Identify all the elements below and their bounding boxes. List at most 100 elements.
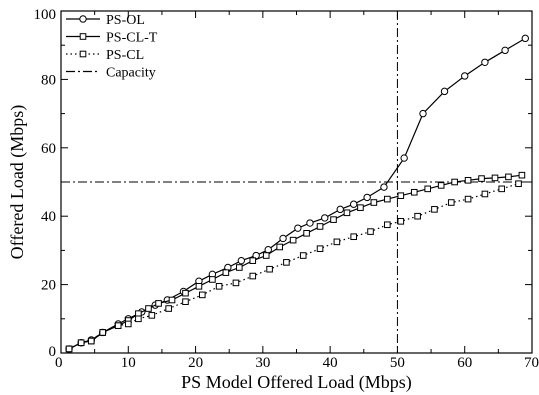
- data-point: [215, 283, 223, 290]
- data-point: [316, 223, 324, 230]
- data-point: [481, 190, 489, 198]
- data-point: [357, 204, 364, 211]
- data-point: [65, 345, 73, 353]
- data-point: [321, 214, 329, 222]
- data-point: [195, 283, 203, 290]
- data-point: [283, 259, 290, 266]
- data-point: [155, 300, 162, 307]
- data-point: [232, 279, 240, 287]
- data-point: [182, 298, 189, 305]
- data-point: [264, 246, 272, 254]
- legend-item-ps-ol: PS-OL: [66, 13, 145, 28]
- data-point: [515, 180, 522, 188]
- data-point: [182, 289, 189, 297]
- x-tick-label: 20: [188, 355, 203, 371]
- data-point: [333, 238, 341, 246]
- data-point: [114, 322, 122, 329]
- x-tick-label: 40: [323, 355, 338, 371]
- data-point: [481, 58, 489, 66]
- data-point: [303, 230, 310, 237]
- legend-item-capacity: Capacity: [66, 66, 156, 81]
- series-layer: [65, 34, 529, 353]
- data-point: [148, 312, 156, 319]
- legend-marker: [79, 15, 87, 23]
- data-point: [367, 228, 374, 235]
- data-point: [349, 200, 358, 208]
- legend: PS-OL PS-CL-T PS-CL Capacity: [66, 13, 158, 81]
- series-line-ps-cl: [68, 183, 519, 350]
- data-point: [289, 236, 297, 244]
- x-tick-label: 30: [255, 355, 270, 371]
- data-point: [451, 178, 458, 186]
- series-ps-ol: [65, 34, 529, 353]
- data-point: [400, 154, 408, 162]
- series-ps-cl: [65, 180, 522, 353]
- data-point: [491, 174, 499, 182]
- data-point: [165, 305, 172, 312]
- data-point: [209, 276, 216, 283]
- y-tick-label: 80: [41, 72, 56, 88]
- data-point: [249, 257, 257, 264]
- data-point: [237, 256, 246, 265]
- data-point: [336, 205, 344, 214]
- data-point: [518, 171, 526, 179]
- data-point: [299, 252, 307, 259]
- data-point: [262, 252, 270, 259]
- legend-item-ps-cl: PS-CL: [66, 48, 144, 63]
- data-point: [294, 224, 302, 232]
- x-tick-label: 50: [390, 355, 405, 371]
- data-point: [464, 195, 472, 203]
- data-point: [437, 182, 445, 189]
- data-point: [370, 199, 378, 206]
- data-point: [478, 175, 485, 182]
- data-point: [501, 46, 509, 55]
- y-tick-label: 40: [41, 209, 56, 225]
- data-point: [252, 251, 260, 260]
- data-point: [199, 291, 206, 299]
- data-point: [384, 195, 391, 203]
- legend-label: PS-OL: [106, 13, 145, 28]
- data-point: [521, 34, 529, 43]
- legend-marker: [79, 33, 87, 40]
- data-point: [440, 87, 449, 96]
- y-axis-title: Offered Load (Mbps): [7, 105, 28, 260]
- data-point: [424, 185, 432, 193]
- data-point: [498, 185, 506, 193]
- data-point: [222, 269, 230, 276]
- data-point: [431, 206, 438, 213]
- x-axis-title: PS Model Offered Load (Mbps): [181, 372, 412, 393]
- data-point: [343, 209, 351, 217]
- data-point: [464, 176, 472, 184]
- x-tick-label: 60: [457, 355, 472, 371]
- y-tick-label: 100: [34, 7, 57, 23]
- data-point: [384, 221, 391, 229]
- data-point: [419, 109, 427, 118]
- legend-label: PS-CL-T: [106, 31, 158, 46]
- series-line-ps-ol: [68, 37, 526, 350]
- data-point: [410, 188, 418, 196]
- data-point: [306, 219, 314, 227]
- data-point: [380, 183, 388, 191]
- data-point: [414, 212, 421, 220]
- x-tick-label: 10: [121, 355, 136, 371]
- y-tick-label: 60: [41, 141, 56, 157]
- data-point: [350, 233, 357, 241]
- x-tick-label: 0: [55, 355, 63, 371]
- data-point: [99, 329, 107, 336]
- axis-ticks: 0 10 20 30 40 50 60 70 0 20 40 60 80 100: [34, 7, 539, 371]
- y-tick-label: 20: [41, 278, 56, 294]
- data-point: [330, 216, 337, 223]
- x-tick-label: 70: [524, 355, 539, 371]
- data-point: [124, 320, 132, 328]
- data-point: [249, 272, 257, 280]
- legend-item-ps-cl-t: PS-CL-T: [66, 31, 158, 46]
- data-point: [77, 339, 85, 347]
- data-point: [266, 265, 273, 273]
- data-point: [276, 243, 283, 251]
- series-ps-cl-t: [65, 171, 526, 353]
- data-point: [447, 199, 455, 206]
- data-point: [461, 72, 469, 80]
- data-point: [145, 305, 152, 312]
- legend-marker: [79, 50, 87, 58]
